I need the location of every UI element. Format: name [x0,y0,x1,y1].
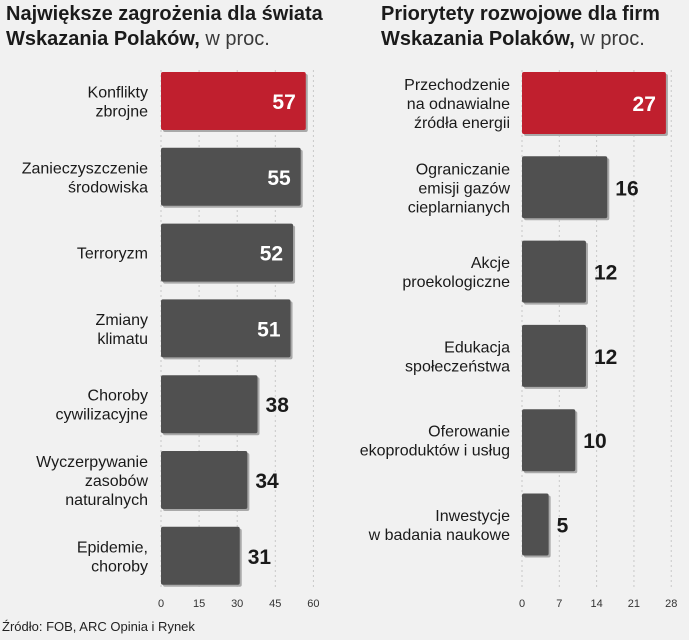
category-label-line: Konflikty [88,85,148,102]
tick-label-left-0: 0 [158,598,164,610]
tick-label-right-2: 14 [590,598,602,610]
tick-label-right-0: 0 [519,598,525,610]
bar-left-2 [161,223,294,282]
chart-title-right: Priorytety rozwojowe dla firm Wskazania … [381,2,660,52]
chart-subtitle-right-rest: w proc. [574,28,645,50]
category-label-line: cieplarnianych [408,199,510,216]
category-label-line: Przechodzenie [404,77,510,94]
category-label-line: Ograniczanie [416,161,510,178]
value-label-right-1: 16 [615,177,638,200]
bar-right-1 [522,156,608,219]
chart-right: 0 7 14 21 28 27 Przechodzenie na odnawialne źród… [360,70,677,610]
category-label-left-1: Zanieczyszczenie środowiska [22,160,148,196]
value-label-right-4: 10 [583,430,606,453]
value-label-left-6: 31 [248,546,272,569]
chart-subtitle-left-bold: Wskazania Polaków, [6,28,200,50]
bar-right-2 [522,240,586,303]
bar-left-3 [161,299,291,358]
tick-label-left-3: 45 [269,598,281,610]
chart-subtitle-left-rest: w proc. [199,28,270,50]
category-label-right-0: Przechodzenie na odnawialne źródła energii [404,77,510,132]
category-label-line: zbrojne [96,104,149,121]
category-label-right-4: Oferowanie ekoproduktów i usług [360,424,510,460]
chart-left: 0 15 30 45 60 57 Konflikty zbrojne 55 Zanieczyszc… [22,70,320,610]
category-label-line: w badania naukowe [368,527,511,544]
category-label-line: źródła energii [414,115,510,132]
bar-right-4 [522,409,576,472]
category-label-left-5: Wyczerpywanie zasobów naturalnych [36,454,148,509]
value-label-left-3: 51 [257,318,281,341]
category-label-line: środowiska [68,179,148,196]
category-label-left-6: Epidemie, choroby [77,539,148,575]
value-label-right-3: 12 [594,346,617,369]
bar-right-3 [522,324,586,387]
bar-left-4 [161,375,258,434]
bar-left-5 [161,451,248,509]
category-label-line: emisji gazów [418,180,510,197]
category-label-line: ekoproduktów i usług [360,443,510,460]
category-label-line: Edukacja [444,339,510,356]
bar-left-6 [161,526,240,585]
category-label-line: Oferowanie [428,424,510,441]
category-label-line: cywilizacyjne [56,407,149,424]
bar-right-0 [522,72,666,134]
category-label-right-3: Edukacja społeczeństwa [405,339,510,375]
category-label-left-4: Choroby cywilizacyjne [56,388,149,424]
category-label-line: Akcje [471,255,510,272]
category-label-line: na odnawialne [407,96,510,113]
chart-title-left: Największe zagrożenia dla świata Wskazan… [6,2,323,52]
value-label-left-1: 55 [267,167,291,190]
category-label-line: Choroby [88,388,148,405]
category-label-line: Epidemie, [77,539,148,556]
bar-left-0 [161,72,306,130]
bar-right-5 [522,493,549,556]
tick-label-right-4: 28 [665,598,677,610]
category-label-right-1: Ograniczanie emisji gazów cieplarnianych [408,161,511,216]
chart-title-right-line1: Priorytety rozwojowe dla firm [381,3,660,25]
category-label-left-2: Terroryzm [77,246,148,263]
category-label-line: Terroryzm [77,246,148,263]
tick-label-left-1: 15 [193,598,205,610]
bar-left-1 [161,147,301,206]
source-note: Źródło: FOB, ARC Opinia i Rynek [2,619,195,634]
category-label-left-0: Konflikty zbrojne [88,85,149,121]
category-label-line: naturalnych [65,492,148,509]
category-label-left-3: Zmiany klimatu [96,312,148,348]
tick-label-right-1: 7 [556,598,562,610]
value-label-left-0: 57 [272,91,295,114]
category-label-line: społeczeństwa [405,358,510,375]
category-label-line: klimatu [97,331,148,348]
value-label-right-5: 5 [557,515,569,538]
category-label-line: Wyczerpywanie [36,454,148,471]
category-label-line: proekologiczne [402,274,510,291]
tick-label-left-4: 60 [307,598,319,610]
tick-label-left-2: 30 [231,598,243,610]
chart-title-left-line1: Największe zagrożenia dla świata [6,3,323,25]
value-label-right-2: 12 [594,262,617,285]
value-label-left-2: 52 [260,243,283,266]
category-label-line: zasobów [85,473,149,490]
category-label-line: Inwestycje [435,508,510,525]
category-label-line: Zmiany [96,312,148,329]
category-label-line: Zanieczyszczenie [22,160,148,177]
value-label-left-4: 38 [266,394,290,417]
category-label-right-2: Akcje proekologiczne [402,255,510,291]
value-label-left-5: 34 [255,470,279,493]
tick-label-right-3: 21 [628,598,640,610]
category-label-right-5: Inwestycje w badania naukowe [368,508,511,544]
chart-subtitle-right-bold: Wskazania Polaków, [381,28,575,50]
value-label-right-0: 27 [633,93,656,116]
category-label-line: choroby [91,558,148,575]
